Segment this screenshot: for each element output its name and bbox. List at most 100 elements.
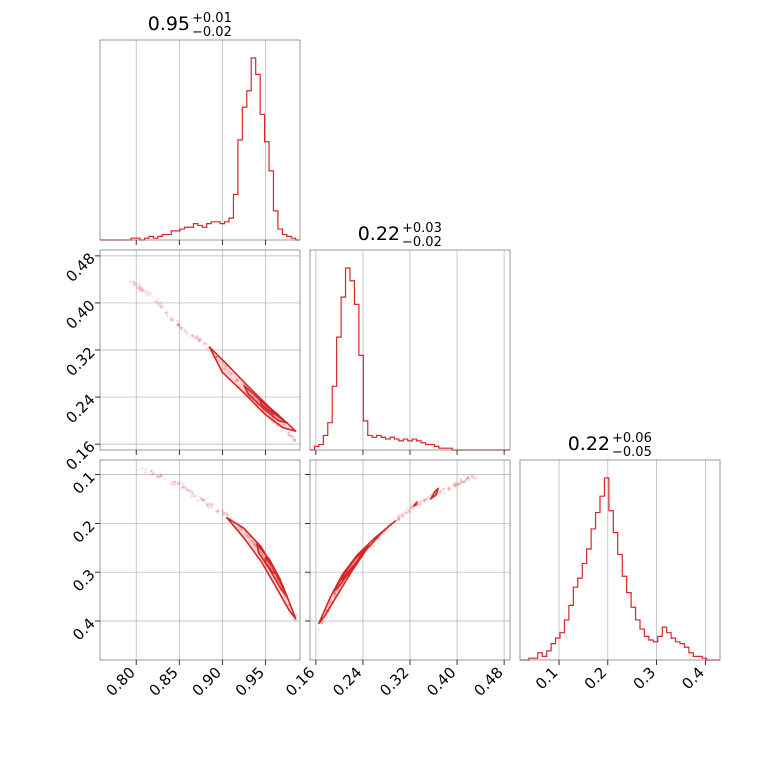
pair-p1-p2-point	[404, 511, 407, 515]
pair-p0-p1-point	[139, 286, 142, 290]
pair-p0-p2-point	[221, 510, 225, 514]
hist-p1-title: 0.22 +0.03−0.02	[358, 221, 442, 250]
pair-p0-p2-xtick-label-1: 0.85	[146, 664, 182, 700]
pair-p0-p1-point	[142, 289, 145, 293]
pair-p1-p2-point	[419, 499, 423, 503]
pair-p1-p2-point	[459, 481, 462, 485]
pair-p1-p2-contour-3	[429, 487, 440, 500]
pair-p0-p2-point	[199, 496, 202, 499]
pair-p0-p1-point	[176, 324, 180, 328]
pair-p0-p2-point	[222, 513, 226, 516]
pair-p0-p1-point	[143, 292, 147, 295]
pair-p0-p1-point	[191, 334, 195, 337]
pair-p1-p2-point	[455, 482, 458, 486]
pair-p0-p2-point	[169, 482, 173, 486]
pair-p1-p2-point	[459, 478, 463, 481]
hist-p0-title-lower: −0.02	[192, 25, 232, 40]
pair-p1-p2-point	[464, 477, 468, 480]
pair-p0-p1-point	[159, 304, 163, 308]
pair-p0-p2-point	[159, 474, 162, 477]
pair-p0-p2-point	[196, 499, 200, 502]
pair-p0-p1-point	[185, 330, 189, 334]
pair-p0-p1-point	[292, 438, 295, 442]
pair-p0-p1-point	[166, 310, 169, 314]
pair-p0-p1-ytick-label-4: 0.48	[62, 249, 98, 285]
pair-p0-p1-point	[156, 298, 159, 301]
pair-p0-p2-contour-1	[256, 543, 288, 598]
pair-p1-p2-point	[466, 476, 470, 479]
pair-p0-p2-point	[159, 473, 162, 476]
pair-p0-p2-point	[150, 473, 154, 476]
pair-p1-p2-contour-4	[412, 501, 418, 507]
pair-p0-p2-point	[184, 486, 188, 490]
pair-p0-p1-point	[146, 291, 150, 294]
pair-p1-p2-point	[465, 478, 469, 481]
pair-p0-p2-point	[223, 511, 227, 514]
pair-p0-p1-point	[140, 289, 143, 293]
pair-p0-p1-point	[240, 382, 244, 386]
pair-p0-p1-point	[286, 432, 290, 436]
pair-p0-p2-point	[144, 470, 147, 474]
pair-p0-p2-point	[238, 528, 242, 531]
pair-p0-p2-point	[156, 475, 160, 478]
pair-p1-p2-point	[471, 475, 474, 479]
pair-p1-p2-point	[411, 506, 414, 509]
pair-p1-p2-point	[454, 482, 458, 486]
pair-p0-p1-point	[203, 342, 207, 345]
pair-p0-p1-point	[202, 343, 205, 347]
pair-p0-p2-point	[221, 513, 224, 517]
pair-p1-p2-point	[397, 514, 400, 518]
pair-p0-p2-ytick-label-0: 0.4	[69, 614, 99, 644]
pair-p0-p2-ytick-label-1: 0.3	[69, 566, 99, 596]
pair-p0-p1-point	[274, 423, 278, 427]
pair-p1-p2-point	[332, 594, 336, 598]
pair-p1-p2-point	[424, 498, 427, 502]
pair-p1-p2-point	[452, 483, 455, 486]
hist-p0-steps	[100, 57, 300, 241]
pair-p0-p2-point	[187, 488, 191, 492]
pair-p0-p1-point	[180, 328, 183, 331]
pair-p1-p2-point	[320, 621, 324, 624]
pair-p0-p1-point	[290, 435, 293, 439]
pair-p0-p2-point	[190, 489, 194, 493]
pair-p0-p2-point	[216, 509, 220, 513]
pair-p1-p2-point	[462, 480, 466, 484]
pair-p0-p2-point	[240, 528, 244, 532]
pair-p0-p1-point	[129, 280, 132, 284]
pair-p1-p2-point	[447, 487, 450, 490]
pair-p0-p2-point	[185, 488, 189, 492]
pair-p1-p2-point	[423, 500, 426, 503]
pair-p1-p2-point	[423, 497, 426, 501]
pair-p0-p2-point	[155, 474, 158, 478]
pair-p0-p1-point	[176, 319, 179, 323]
pair-p0-p2-point	[202, 498, 206, 502]
pair-p1-p2-point	[453, 481, 457, 485]
pair-p0-p1-point	[176, 323, 180, 326]
hist-p0-title-upper: +0.01	[192, 11, 232, 26]
pair-p1-p2-point	[320, 621, 323, 625]
pair-p0-p2-ytick-label-2: 0.2	[69, 517, 99, 547]
pair-p1-p2-point	[397, 516, 401, 520]
pair-p1-p2-point	[468, 478, 471, 481]
pair-p1-p2-point	[446, 487, 450, 490]
pair-p0-p2-point	[179, 481, 182, 484]
pair-p0-p2-contour-2	[264, 556, 279, 576]
pair-p0-p1-point	[200, 337, 203, 341]
pair-p0-p1-point	[289, 434, 293, 437]
pair-p0-p2-point	[199, 498, 203, 501]
pair-p0-p2-point	[210, 502, 214, 506]
pair-p1-p2-point	[453, 485, 457, 488]
pair-p0-p1-point	[156, 302, 160, 306]
pair-p0-p2-point	[207, 503, 211, 506]
pair-p0-p1-point	[185, 332, 189, 336]
pair-p1-p2-point	[396, 517, 400, 520]
pair-p0-p2-point	[247, 536, 251, 539]
pair-p1-p2-point	[464, 479, 467, 482]
pair-p0-p1-point	[180, 326, 183, 329]
pair-p0-p1-point	[148, 294, 152, 297]
pair-p0-p2-point	[151, 471, 155, 475]
pair-p0-p2-point	[253, 543, 256, 547]
pair-p0-p1-point	[161, 304, 164, 308]
pair-p0-p1-point	[195, 337, 198, 340]
pair-p0-p2-point	[253, 541, 256, 545]
